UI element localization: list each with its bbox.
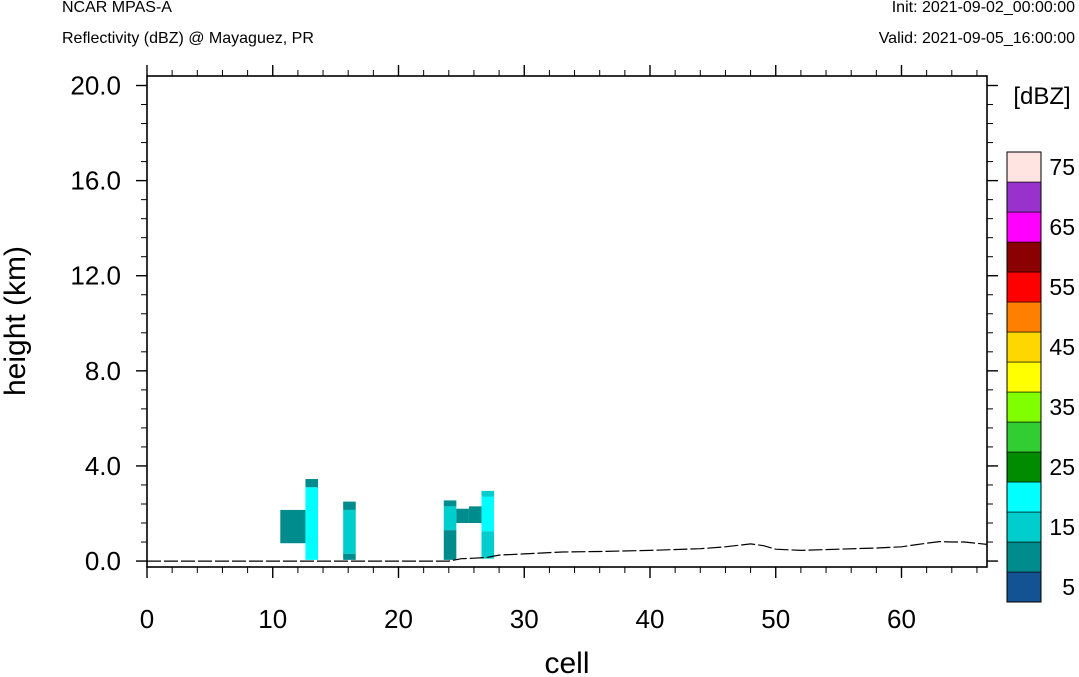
reflectivity-cell bbox=[443, 506, 457, 531]
reflectivity-cell bbox=[343, 509, 356, 554]
x-tick-label: 10 bbox=[258, 604, 287, 634]
y-axis-label: height (km) bbox=[0, 246, 32, 396]
reflectivity-cell bbox=[456, 508, 469, 524]
x-tick-label: 60 bbox=[887, 604, 916, 634]
colorbar-label: 65 bbox=[1049, 214, 1075, 240]
y-tick-label: 8.0 bbox=[85, 356, 121, 386]
reflectivity-cell bbox=[481, 490, 495, 497]
colorbar-label: 55 bbox=[1049, 274, 1075, 300]
colorbar-swatch bbox=[1006, 331, 1042, 363]
reflectivity-cell bbox=[343, 553, 356, 560]
colorbar-swatch bbox=[1006, 451, 1042, 483]
colorbar-swatch bbox=[1006, 301, 1042, 333]
colorbar-swatch bbox=[1006, 511, 1042, 543]
colorbar-swatch bbox=[1006, 391, 1042, 423]
reflectivity-cell bbox=[468, 506, 482, 524]
colorbar-swatch bbox=[1006, 271, 1042, 303]
y-tick-label: 20.0 bbox=[70, 71, 121, 101]
x-tick-label: 0 bbox=[140, 604, 154, 634]
init-time: Init: 2021-09-02_00:00:00 bbox=[891, 0, 1075, 16]
colorbar-label: 75 bbox=[1049, 154, 1075, 180]
colorbar-swatch bbox=[1006, 421, 1042, 453]
colorbar-swatch bbox=[1006, 241, 1042, 273]
terrain-line bbox=[147, 540, 988, 562]
y-tick-label: 16.0 bbox=[70, 166, 121, 196]
colorbar-label: 25 bbox=[1049, 454, 1075, 480]
y-tick-label: 0.0 bbox=[85, 546, 121, 576]
reflectivity-cell bbox=[305, 487, 319, 560]
colorbar-label: 35 bbox=[1049, 394, 1075, 420]
colorbar-swatch bbox=[1006, 481, 1042, 513]
colorbar-swatch bbox=[1006, 211, 1042, 243]
plot-frame bbox=[146, 75, 988, 568]
colorbar-swatch bbox=[1006, 571, 1042, 603]
colorbar-frame bbox=[1006, 151, 1042, 603]
colorbar-swatch bbox=[1006, 361, 1042, 393]
reflectivity-cell bbox=[443, 530, 457, 560]
model-title: NCAR MPAS-A bbox=[62, 0, 172, 16]
y-tick-label: 4.0 bbox=[85, 451, 121, 481]
colorbar-swatch bbox=[1006, 151, 1042, 183]
x-tick-label: 30 bbox=[510, 604, 539, 634]
colorbar-label: 15 bbox=[1049, 514, 1075, 540]
y-tick-label: 12.0 bbox=[70, 261, 121, 291]
colorbar-label: 45 bbox=[1049, 334, 1075, 360]
x-tick-label: 50 bbox=[761, 604, 790, 634]
x-axis-label: cell bbox=[544, 647, 589, 677]
field-title: Reflectivity (dBZ) @ Mayaguez, PR bbox=[62, 30, 314, 47]
valid-time: Valid: 2021-09-05_16:00:00 bbox=[878, 30, 1075, 47]
reflectivity-cell bbox=[305, 479, 319, 488]
reflectivity-cell bbox=[343, 501, 356, 510]
reflectivity-cell bbox=[280, 509, 306, 544]
x-tick-label: 40 bbox=[636, 604, 665, 634]
reflectivity-cell bbox=[481, 496, 495, 532]
x-tick-label: 20 bbox=[384, 604, 413, 634]
reflectivity-cell bbox=[481, 531, 495, 559]
colorbar-title: [dBZ] bbox=[1013, 83, 1070, 110]
colorbar-label: 5 bbox=[1062, 574, 1075, 600]
colorbar-swatch bbox=[1006, 181, 1042, 213]
reflectivity-cell bbox=[443, 500, 457, 507]
colorbar-swatch bbox=[1006, 541, 1042, 573]
